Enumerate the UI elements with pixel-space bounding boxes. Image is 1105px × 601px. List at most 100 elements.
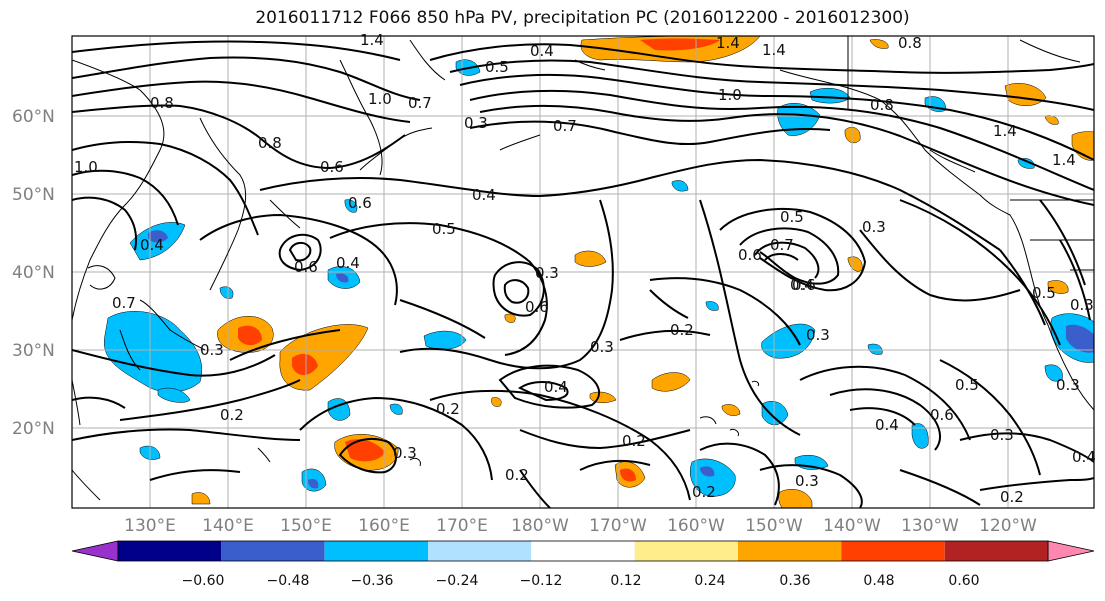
lon-label: 150°E: [280, 516, 332, 536]
contour-label: 0.2: [220, 406, 244, 424]
contour-label: 0.8: [150, 94, 174, 112]
contour-label: 1.4: [716, 34, 740, 52]
lon-label: 130°W: [901, 516, 959, 536]
lon-label: 160°E: [358, 516, 410, 536]
lat-label: 50°N: [12, 185, 55, 205]
colorbar-swatch: [531, 541, 635, 561]
contour-label: 0.6: [525, 298, 549, 316]
contour-label: 1.4: [1052, 151, 1076, 169]
contour-label: 0.5: [955, 376, 979, 394]
contour-label: 0.3: [795, 472, 819, 490]
contour-label: 0.8: [258, 134, 282, 152]
colorbar-tick: −0.60: [182, 573, 225, 589]
contour-label: 0.6: [792, 276, 816, 294]
contour-label: 0.3: [590, 338, 614, 356]
contour-label: 0.5: [1032, 284, 1056, 302]
contour-label: 0.5: [432, 220, 456, 238]
colorbar-tick: 0.12: [610, 573, 641, 589]
contour-label: 0.3: [806, 326, 830, 344]
longitude-labels: 130°E 140°E 150°E 160°E 170°E 180°W 170°…: [124, 516, 1037, 536]
contour-label: 0.5: [780, 208, 804, 226]
contour-label: 0.3: [464, 114, 488, 132]
colorbar-extend-low: [71, 540, 119, 562]
colorbar-swatch: [118, 541, 222, 561]
map-title: 2016011712 F066 850 hPa PV, precipitatio…: [255, 8, 910, 28]
colorbar-tick: −0.24: [436, 573, 479, 589]
colorbar-swatch: [428, 541, 532, 561]
contour-label: 0.5: [485, 58, 509, 76]
contour-label: 0.6: [738, 246, 762, 264]
colorbar-tick: 0.60: [948, 573, 979, 589]
lon-label: 150°W: [745, 516, 803, 536]
colorbar-swatch: [738, 541, 842, 561]
map-frame: [71, 35, 1095, 509]
contour-label: 0.7: [770, 236, 794, 254]
lon-label: 160°W: [667, 516, 725, 536]
contour-label: 0.3: [1056, 376, 1080, 394]
colorbar-swatch: [841, 541, 945, 561]
contour-label: 1.0: [368, 90, 392, 108]
lon-label: 130°E: [124, 516, 176, 536]
lon-label: 180°W: [511, 516, 569, 536]
contour-label: 0.3: [1070, 296, 1094, 314]
colorbar-tick: −0.12: [520, 573, 563, 589]
contour-labels: 1.4 1.4 1.4 0.8 1.0 0.8 0.8 1.0 0.7 0.6 …: [74, 31, 1096, 506]
lon-label: 140°E: [202, 516, 254, 536]
contour-label: 0.2: [436, 400, 460, 418]
contour-label: 0.4: [875, 416, 899, 434]
contour-label: 0.3: [393, 444, 417, 462]
contour-label: 0.8: [870, 96, 894, 114]
contour-label: 0.2: [692, 483, 716, 501]
lon-label: 140°W: [823, 516, 881, 536]
colorbar: −0.60 −0.48 −0.36 −0.24 −0.12 0.12 0.24 …: [71, 540, 1095, 589]
colorbar-swatch: [634, 541, 738, 561]
colorbar-swatch: [221, 541, 325, 561]
colorbar-outline: [117, 540, 1049, 562]
contour-label: 0.6: [930, 406, 954, 424]
contour-label: 0.4: [472, 186, 496, 204]
contour-label: 0.6: [320, 158, 344, 176]
contour-label: 0.4: [790, 276, 814, 294]
contour-label: 0.6: [294, 258, 318, 276]
contour-label: 1.0: [74, 158, 98, 176]
colorbar-tick: −0.36: [351, 573, 394, 589]
contour-label: 0.4: [1072, 448, 1096, 466]
contour-label: 0.7: [112, 294, 136, 312]
latitude-labels: 60°N 50°N 40°N 30°N 20°N: [12, 107, 55, 439]
contour-label: 1.4: [762, 41, 786, 59]
colorbar-tick: 0.24: [694, 573, 725, 589]
lat-label: 40°N: [12, 263, 55, 283]
contour-label: 1.0: [718, 86, 742, 104]
lon-label: 170°W: [589, 516, 647, 536]
contour-label: 0.2: [505, 466, 529, 484]
lon-label: 120°W: [979, 516, 1037, 536]
lon-label: 170°E: [436, 516, 488, 536]
contour-label: 0.8: [898, 34, 922, 52]
contour-label: 0.2: [670, 321, 694, 339]
colorbar-tick: 0.48: [863, 573, 894, 589]
colorbar-tick: −0.48: [267, 573, 310, 589]
contour-label: 1.4: [993, 122, 1017, 140]
contour-label: 0.6: [348, 194, 372, 212]
contour-label: 0.2: [1000, 488, 1024, 506]
contour-label: 0.3: [990, 426, 1014, 444]
lat-label: 20°N: [12, 419, 55, 439]
contour-label: 0.3: [200, 341, 224, 359]
lat-label: 30°N: [12, 341, 55, 361]
contour-label: 0.4: [544, 378, 568, 396]
contour-label: 0.4: [336, 254, 360, 272]
contour-label: 0.2: [622, 432, 646, 450]
contour-label: 0.4: [140, 236, 164, 254]
contour-label: 0.7: [553, 117, 577, 135]
lat-label: 60°N: [12, 107, 55, 127]
contour-label: 0.4: [530, 42, 554, 60]
contour-label: 0.3: [862, 218, 886, 236]
colorbar-tick: 0.36: [779, 573, 810, 589]
colorbar-extend-high: [1047, 540, 1095, 562]
contour-label: 1.4: [360, 31, 384, 49]
pv-contours: [72, 40, 1094, 508]
colorbar-swatch: [324, 541, 428, 561]
contour-label: 0.7: [408, 94, 432, 112]
contour-label: 0.3: [535, 264, 559, 282]
